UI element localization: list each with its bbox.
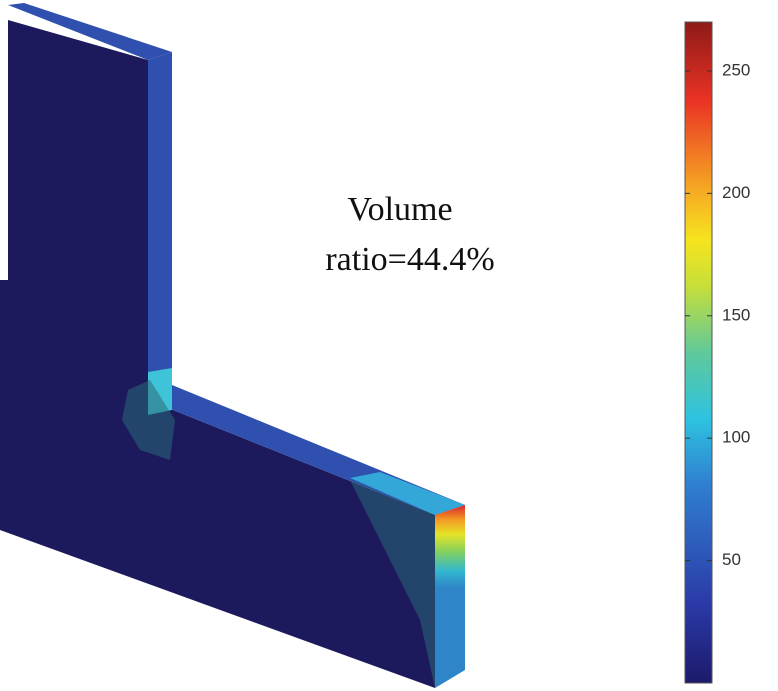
annotation-line: ratio=44.4% <box>325 241 494 278</box>
annotation-line: Volume <box>347 191 452 228</box>
tick-label: 250 <box>722 60 750 79</box>
tick-label: 150 <box>722 305 750 324</box>
end-stress <box>350 480 435 688</box>
tick-label: 100 <box>722 428 750 447</box>
tick-label: 200 <box>722 183 750 202</box>
corner-stress <box>122 380 175 460</box>
tick-label: 50 <box>722 550 741 569</box>
top-face <box>8 3 172 60</box>
hot-zone-top <box>350 472 465 515</box>
front-face <box>0 20 435 688</box>
side-face <box>148 52 172 400</box>
end-face <box>435 505 465 688</box>
colorbar <box>684 21 713 684</box>
bracket-model <box>0 3 465 688</box>
